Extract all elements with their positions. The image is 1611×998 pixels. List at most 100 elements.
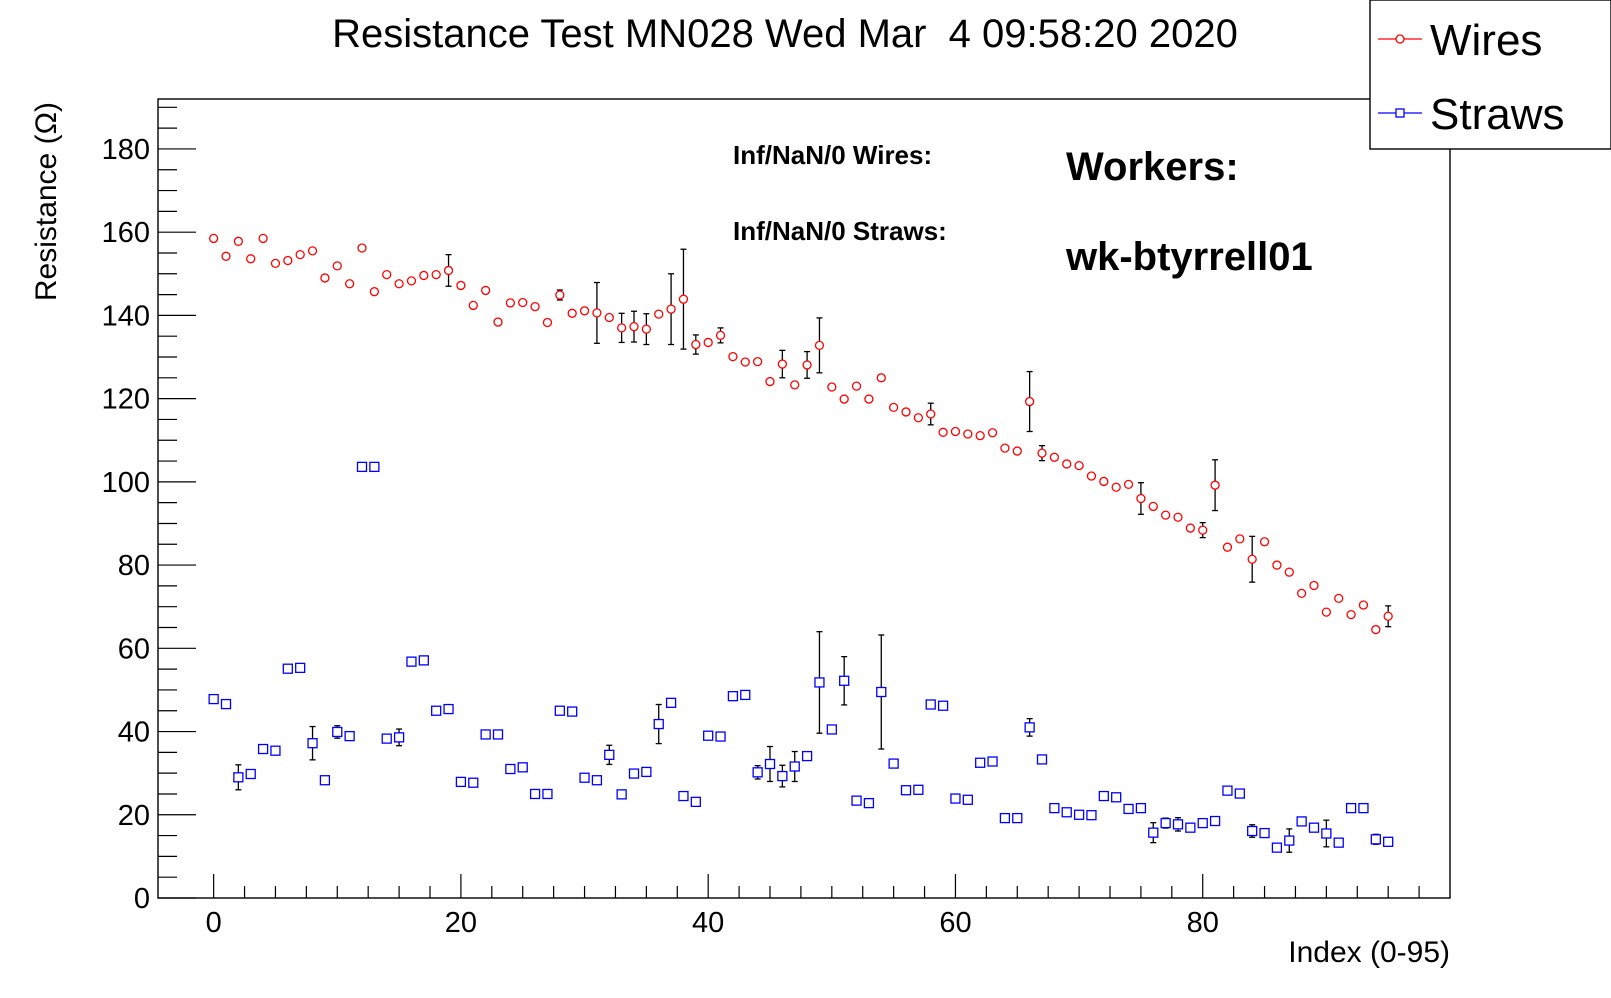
data-point [1000, 443, 1010, 453]
data-point [344, 730, 355, 742]
data-point [1271, 842, 1283, 853]
data-point [505, 763, 516, 775]
data-point [728, 351, 738, 362]
data-point [221, 251, 231, 261]
data-point [270, 745, 281, 756]
data-point [1284, 835, 1295, 846]
data-point [1024, 396, 1035, 407]
data-point [1123, 479, 1134, 490]
data-point [975, 431, 985, 441]
data-point [765, 376, 775, 387]
data-point [703, 730, 714, 741]
data-point [1309, 580, 1319, 591]
x-tick-label: 20 [445, 907, 477, 939]
data-point [1259, 537, 1270, 547]
data-point [641, 324, 652, 334]
legend-wires-label: Wires [1430, 16, 1542, 65]
data-point [431, 269, 441, 280]
data-point [987, 428, 998, 438]
data-point [654, 309, 664, 319]
data-point [591, 775, 603, 786]
data-point [1148, 501, 1158, 512]
data-point [678, 294, 689, 304]
data-point [999, 812, 1011, 824]
legend-box [1369, 0, 1611, 150]
data-point [913, 784, 924, 795]
data-point [443, 265, 454, 276]
y-tick-label: 60 [118, 633, 150, 665]
data-point [703, 337, 713, 348]
data-point [1098, 790, 1109, 802]
data-point [1172, 819, 1184, 830]
data-point [295, 662, 306, 674]
data-point [975, 757, 986, 768]
data-point [344, 279, 355, 289]
data-point [542, 317, 553, 328]
data-point [1061, 807, 1072, 818]
data-point [777, 770, 788, 782]
data-point [270, 258, 281, 269]
series-wires [208, 233, 1393, 635]
data-point [801, 750, 813, 762]
data-point [641, 766, 652, 778]
data-point [208, 233, 219, 244]
data-point [492, 729, 504, 740]
legend-wires-marker [1395, 34, 1405, 44]
data-point [1259, 827, 1270, 839]
data-point [282, 663, 293, 674]
data-point [320, 273, 330, 283]
data-point [802, 360, 812, 370]
y-tick-label: 100 [102, 467, 150, 499]
data-point [1111, 792, 1122, 803]
data-point [1296, 816, 1307, 827]
data-point [233, 236, 244, 246]
data-point [456, 280, 466, 291]
data-point [418, 655, 429, 666]
data-point [1235, 534, 1245, 544]
data-point [1160, 510, 1171, 520]
data-point [319, 775, 331, 786]
data-point [888, 758, 899, 769]
data-point [1024, 722, 1035, 733]
data-point [727, 691, 739, 702]
data-point [356, 461, 368, 473]
data-point [518, 297, 528, 308]
data-point [740, 689, 751, 701]
data-point [864, 394, 874, 404]
y-axis: 0 20 40 60 80 100 120 140 160 180 [102, 106, 196, 915]
data-point [888, 402, 899, 413]
data-point [1234, 788, 1245, 799]
data-point [925, 699, 936, 710]
data-point [937, 700, 949, 711]
data-point [604, 312, 614, 323]
data-point [1383, 611, 1393, 621]
data-point [1123, 803, 1134, 815]
data-point [1222, 542, 1233, 552]
data-point [1136, 493, 1146, 504]
data-point [950, 793, 961, 804]
data-point [826, 724, 837, 735]
data-point [493, 317, 503, 327]
data-point [1062, 459, 1072, 469]
y-tick-label: 80 [118, 550, 150, 582]
data-point [554, 705, 565, 716]
y-tick-label: 120 [102, 384, 150, 416]
legend-straws-label: Straws [1430, 90, 1564, 139]
data-point [628, 768, 640, 779]
data-point [752, 356, 763, 367]
data-point [827, 382, 837, 392]
data-point [1049, 452, 1060, 462]
data-point [715, 731, 726, 742]
data-point [851, 381, 862, 391]
chart-title: Resistance Test MN028 Wed Mar 4 09:58:20… [332, 12, 1238, 56]
data-point [900, 785, 912, 796]
data-point [567, 706, 578, 717]
data-point [1358, 600, 1369, 610]
data-point [814, 340, 825, 351]
data-point [616, 789, 627, 800]
data-point [950, 426, 961, 437]
y-tick-label: 140 [102, 300, 150, 332]
data-point [678, 790, 689, 802]
data-point [419, 270, 429, 281]
data-point [406, 656, 417, 667]
